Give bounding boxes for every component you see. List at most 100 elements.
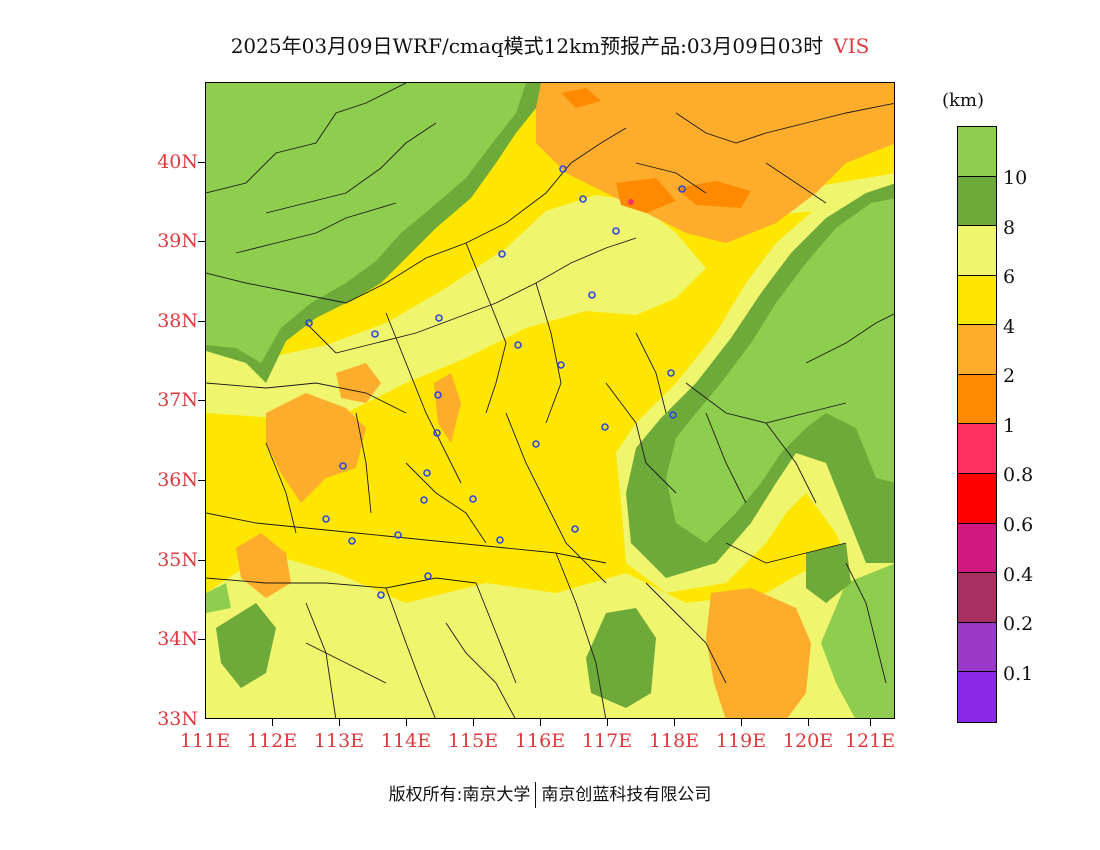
legend-swatch-2 [958, 226, 996, 276]
lon-label-111e: 111E [179, 730, 231, 752]
city-marker [532, 440, 540, 448]
lat-tick [198, 321, 205, 322]
dark-green-south [586, 608, 656, 708]
dark-green-coast-bit [806, 543, 851, 603]
city-marker [667, 369, 675, 377]
lat-label-40n: 40N [157, 151, 198, 173]
lat-tick [198, 241, 205, 242]
title-text: 2025年03月09日WRF/cmaq模式12km预报产品:03月09日03时 [230, 34, 824, 58]
green-se-coast [821, 563, 894, 718]
color-legend [957, 126, 997, 723]
lon-label-118e: 118E [648, 730, 700, 752]
legend-label-2: 2 [1003, 365, 1016, 387]
legend-label-0-6: 0.6 [1003, 514, 1034, 536]
lon-tick [870, 719, 871, 726]
city-marker [496, 536, 504, 544]
lat-tick [198, 639, 205, 640]
city-marker [371, 330, 379, 338]
lon-label-112e: 112E [246, 730, 298, 752]
lon-tick [473, 719, 474, 726]
lon-tick [406, 719, 407, 726]
city-marker [434, 391, 442, 399]
city-marker [571, 525, 579, 533]
city-marker [394, 531, 402, 539]
city-marker [433, 429, 441, 437]
footer-divider [535, 782, 537, 808]
lat-label-33n: 33N [157, 708, 198, 730]
legend-label-0-4: 0.4 [1003, 564, 1034, 586]
copyright-text: 版权所有:南京大学 [388, 785, 531, 805]
legend-label-0-2: 0.2 [1003, 613, 1034, 635]
city-marker [557, 361, 565, 369]
lon-label-117e: 117E [581, 730, 633, 752]
orange-zone-center [434, 373, 461, 443]
company-text: 南京创蓝科技有限公司 [541, 785, 712, 805]
legend-label-6: 6 [1003, 266, 1016, 288]
legend-swatch-4 [958, 325, 996, 375]
legend-label-0-8: 0.8 [1003, 464, 1034, 486]
lat-label-34n: 34N [157, 628, 198, 650]
orange-zone-west [266, 393, 366, 503]
lat-label-36n: 36N [157, 469, 198, 491]
city-marker [348, 537, 356, 545]
legend-swatch-0 [958, 127, 996, 177]
lon-tick [674, 719, 675, 726]
legend-unit: (km) [942, 90, 985, 111]
green-east [666, 198, 894, 543]
lon-label-116e: 116E [514, 730, 566, 752]
legend-swatch-11 [958, 672, 996, 722]
boundaries [206, 83, 894, 718]
legend-swatch-3 [958, 275, 996, 326]
city-marker [498, 250, 506, 258]
legend-label-10: 10 [1003, 167, 1028, 189]
city-marker [588, 291, 596, 299]
legend-swatch-6 [958, 424, 996, 475]
deep-orange-zone-2 [676, 181, 751, 208]
legend-swatch-7 [958, 474, 996, 524]
lat-label-35n: 35N [157, 549, 198, 571]
lon-tick [808, 719, 809, 726]
lon-label-120e: 120E [782, 730, 834, 752]
lat-tick [198, 560, 205, 561]
lon-tick [339, 719, 340, 726]
map-canvas [206, 83, 894, 718]
variable-label: VIS [833, 34, 870, 58]
city-marker [678, 185, 686, 193]
map-title: 2025年03月09日WRF/cmaq模式12km预报产品:03月09日03时 V… [0, 30, 1100, 59]
legend-label-4: 4 [1003, 316, 1016, 338]
city-marker [305, 319, 313, 327]
visibility-map [205, 82, 895, 719]
lat-tick [198, 162, 205, 163]
city-marker [322, 515, 330, 523]
lat-tick [198, 480, 205, 481]
city-marker [420, 496, 428, 504]
lon-label-119e: 119E [715, 730, 767, 752]
lon-tick [272, 719, 273, 726]
legend-swatch-1 [958, 176, 996, 227]
legend-label-0-1: 0.1 [1003, 663, 1034, 685]
city-marker [669, 411, 677, 419]
lon-label-121e: 121E [844, 730, 896, 752]
city-marker [423, 469, 431, 477]
city-marker [377, 591, 385, 599]
low-vis-speck [628, 199, 634, 205]
deep-orange-zone-3 [561, 88, 601, 108]
dark-green-sw [216, 603, 276, 688]
lon-tick [741, 719, 742, 726]
legend-label-1: 1 [1003, 415, 1016, 437]
city-marker [469, 495, 477, 503]
lat-tick [198, 400, 205, 401]
green-sw-edge [206, 583, 231, 613]
lat-label-39n: 39N [157, 230, 198, 252]
lat-label-37n: 37N [157, 389, 198, 411]
lon-tick [540, 719, 541, 726]
legend-swatch-5 [958, 374, 996, 425]
orange-zone-small [336, 363, 381, 403]
city-marker [601, 423, 609, 431]
city-markers [305, 165, 686, 599]
lon-label-115e: 115E [447, 730, 499, 752]
city-marker [339, 462, 347, 470]
city-marker [435, 314, 443, 322]
lon-tick [607, 719, 608, 726]
legend-label-8: 8 [1003, 217, 1016, 239]
